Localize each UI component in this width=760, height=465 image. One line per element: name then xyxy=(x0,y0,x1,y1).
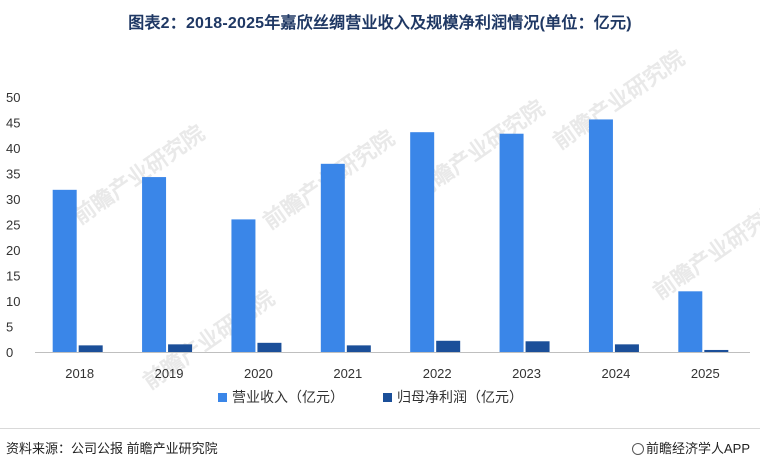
y-tick-label: 5 xyxy=(6,320,13,335)
legend-label: 营业收入（亿元） xyxy=(232,389,344,405)
brand-text: 前瞻经济学人APP xyxy=(645,441,750,456)
footer: 资料来源：公司公报 前瞻产业研究院 前瞻经济学人APP xyxy=(0,428,760,465)
y-tick-label: 0 xyxy=(6,345,13,360)
legend-label: 归母净利润（亿元） xyxy=(397,389,523,405)
y-tick-label: 10 xyxy=(6,294,20,309)
x-tick-label: 2023 xyxy=(512,366,541,381)
bar-revenue xyxy=(678,291,703,352)
bar-net-profit xyxy=(704,349,729,352)
y-tick-label: 40 xyxy=(6,141,20,156)
y-tick-label: 15 xyxy=(6,269,20,284)
bar-revenue xyxy=(231,219,256,352)
bar-net-profit xyxy=(614,344,639,352)
x-tick-label: 2018 xyxy=(65,366,94,381)
legend-swatch xyxy=(383,393,392,402)
y-tick-label: 50 xyxy=(6,90,20,105)
bars-layer xyxy=(52,119,729,352)
bar-net-profit xyxy=(436,340,461,352)
bar-revenue xyxy=(320,163,345,352)
bar-revenue xyxy=(410,132,435,352)
x-tick-label: 2020 xyxy=(244,366,273,381)
x-tick-label: 2024 xyxy=(601,366,630,381)
y-tick-label: 30 xyxy=(6,192,20,207)
bar-revenue xyxy=(499,133,524,352)
bar-net-profit xyxy=(346,345,371,352)
bar-net-profit xyxy=(257,342,282,352)
legend-swatch xyxy=(218,393,227,402)
y-axis: 0 5 10 15 20 25 30 35 40 45 50 xyxy=(6,90,20,360)
bar-net-profit xyxy=(78,345,103,352)
x-tick-label: 2021 xyxy=(333,366,362,381)
x-tick-label: 2025 xyxy=(691,366,720,381)
watermark-text: 前瞻产业研究院 xyxy=(549,45,690,154)
y-tick-label: 45 xyxy=(6,116,20,131)
x-tick-label: 2019 xyxy=(155,366,184,381)
watermark-text: 前瞻产业研究院 xyxy=(649,195,760,304)
bar-net-profit xyxy=(525,341,550,352)
x-axis: 2018 2019 2020 2021 2022 2023 2024 2025 xyxy=(35,352,750,381)
legend: 营业收入（亿元） 归母净利润（亿元） xyxy=(218,389,523,405)
brand-label: 前瞻经济学人APP xyxy=(631,438,750,457)
bar-revenue xyxy=(142,177,167,352)
source-note: 资料来源：公司公报 前瞻产业研究院 xyxy=(6,441,218,456)
watermark-text: 前瞻产业研究院 xyxy=(69,120,210,229)
chart-title: 图表2：2018-2025年嘉欣丝绸营业收入及规模净利润情况(单位：亿元) xyxy=(128,15,632,32)
y-tick-label: 35 xyxy=(6,167,20,182)
x-tick-label: 2022 xyxy=(423,366,452,381)
bar-revenue xyxy=(52,189,77,352)
bar-revenue xyxy=(588,119,613,352)
y-tick-label: 20 xyxy=(6,243,20,258)
bar-net-profit xyxy=(168,344,193,352)
y-tick-label: 25 xyxy=(6,218,20,233)
brand-logo-icon xyxy=(631,443,644,455)
